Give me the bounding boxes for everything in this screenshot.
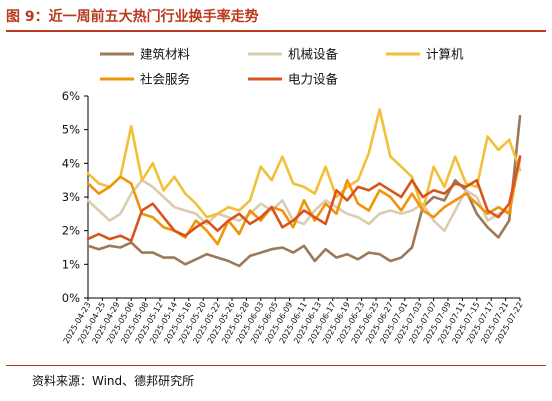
legend-label-1: 建筑材料	[140, 47, 191, 62]
y-tick-label: 4%	[62, 156, 80, 170]
series-line-1	[86, 114, 522, 268]
y-tick-label: 3%	[62, 190, 80, 204]
legend-label-4: 社会服务	[140, 72, 190, 87]
line-chart: 0%1%2%3%4%5%6%2025-04-232025-04-252025-0…	[62, 47, 525, 346]
series-line-4	[86, 155, 522, 246]
y-tick-label: 0%	[62, 291, 80, 305]
series-line-3	[86, 108, 522, 219]
title-rule	[6, 30, 546, 32]
series-layer	[86, 108, 522, 268]
y-tick-label: 5%	[62, 123, 80, 137]
figure-title: 图 9：近一周前五大热门行业换手率走势	[6, 9, 259, 25]
y-tick-label: 2%	[62, 224, 80, 238]
legend-label-5: 电力设备	[288, 72, 339, 87]
footer-rule	[6, 365, 546, 366]
series-line-2	[86, 158, 522, 232]
y-tick-label: 1%	[62, 257, 80, 271]
source-note: 资料来源：Wind、德邦研究所	[32, 374, 195, 388]
legend-label-3: 计算机	[426, 47, 464, 62]
series-line-5	[86, 155, 522, 243]
y-tick-label: 6%	[62, 89, 80, 103]
legend-label-2: 机械设备	[288, 47, 339, 62]
